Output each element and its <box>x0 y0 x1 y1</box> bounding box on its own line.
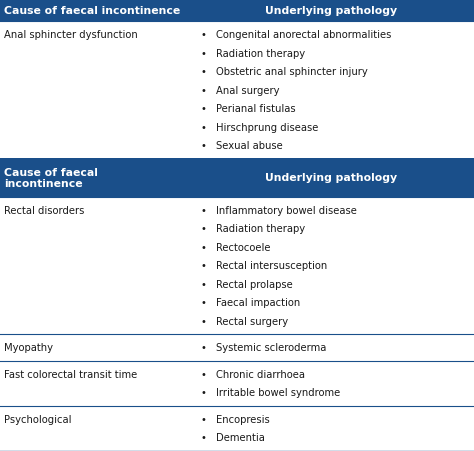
Text: •: • <box>201 261 207 271</box>
Text: Rectal disorders: Rectal disorders <box>4 205 84 215</box>
Text: Hirschprung disease: Hirschprung disease <box>216 123 318 133</box>
Text: Obstetric anal sphincter injury: Obstetric anal sphincter injury <box>216 67 367 77</box>
Text: Congenital anorectal abnormalities: Congenital anorectal abnormalities <box>216 30 391 40</box>
Text: •: • <box>201 30 207 40</box>
Text: •: • <box>201 298 207 308</box>
Text: Anal surgery: Anal surgery <box>216 86 279 96</box>
Text: •: • <box>201 242 207 252</box>
Text: Anal sphincter dysfunction: Anal sphincter dysfunction <box>4 30 138 40</box>
Text: Myopathy: Myopathy <box>4 342 53 353</box>
Text: Radiation therapy: Radiation therapy <box>216 49 305 59</box>
Bar <box>0 158 474 160</box>
Bar <box>0 0 474 22</box>
Text: Underlying pathology: Underlying pathology <box>264 173 397 183</box>
Bar <box>0 159 474 197</box>
Text: Irritable bowel syndrome: Irritable bowel syndrome <box>216 387 340 397</box>
Text: •: • <box>201 316 207 326</box>
Text: •: • <box>201 123 207 133</box>
Text: Rectal surgery: Rectal surgery <box>216 316 288 326</box>
Text: Perianal fistulas: Perianal fistulas <box>216 104 295 114</box>
Text: Cause of faecal incontinence: Cause of faecal incontinence <box>4 6 180 16</box>
Text: Underlying pathology: Underlying pathology <box>264 6 397 16</box>
Text: Dementia: Dementia <box>216 433 264 442</box>
Text: •: • <box>201 279 207 289</box>
Text: •: • <box>201 86 207 96</box>
Text: Encopresis: Encopresis <box>216 414 269 424</box>
Text: •: • <box>201 433 207 442</box>
Text: Radiation therapy: Radiation therapy <box>216 224 305 234</box>
Text: Chronic diarrhoea: Chronic diarrhoea <box>216 369 305 379</box>
Text: Faecal impaction: Faecal impaction <box>216 298 300 308</box>
Text: •: • <box>201 205 207 215</box>
Text: •: • <box>201 342 207 353</box>
Text: Rectal intersusception: Rectal intersusception <box>216 261 327 271</box>
Text: Rectal prolapse: Rectal prolapse <box>216 279 292 289</box>
Text: •: • <box>201 141 207 151</box>
Text: Inflammatory bowel disease: Inflammatory bowel disease <box>216 205 356 215</box>
Text: •: • <box>201 224 207 234</box>
Text: •: • <box>201 49 207 59</box>
Text: •: • <box>201 104 207 114</box>
Text: Sexual abuse: Sexual abuse <box>216 141 283 151</box>
Text: •: • <box>201 387 207 397</box>
Text: •: • <box>201 414 207 424</box>
Text: Systemic scleroderma: Systemic scleroderma <box>216 342 326 353</box>
Text: •: • <box>201 67 207 77</box>
Text: Rectocoele: Rectocoele <box>216 242 270 252</box>
Text: Psychological: Psychological <box>4 414 72 424</box>
Text: •: • <box>201 369 207 379</box>
Text: Cause of faecal
incontinence: Cause of faecal incontinence <box>4 167 98 189</box>
Text: Fast colorectal transit time: Fast colorectal transit time <box>4 369 137 379</box>
